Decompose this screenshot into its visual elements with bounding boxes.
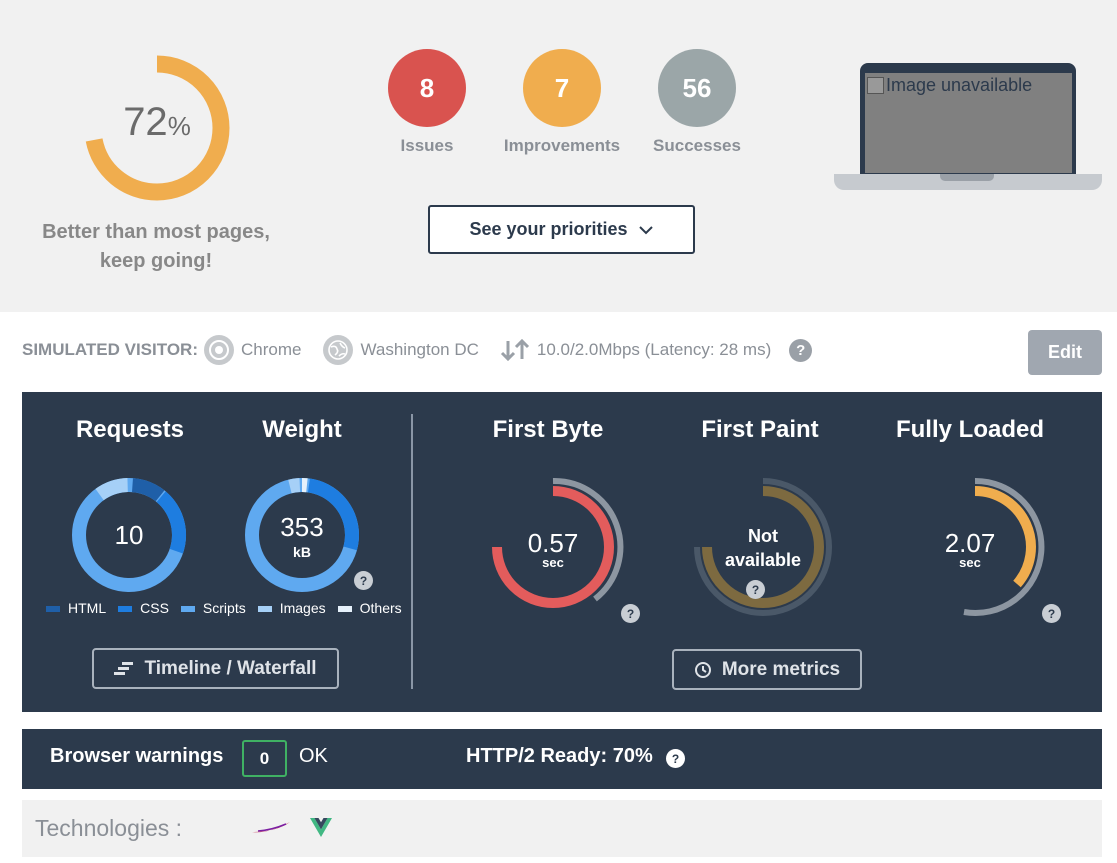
- first-paint-gauge: [694, 478, 832, 616]
- requests-donut: [72, 478, 186, 592]
- weight-value: 353: [280, 512, 324, 542]
- more-metrics-label: More metrics: [721, 658, 841, 680]
- page-screenshot: Image unavailable: [834, 63, 1102, 191]
- metrics-panel: Requests Weight 10 353 kB ? HTML CSS Scr…: [22, 392, 1102, 712]
- timeline-waterfall-label: Timeline / Waterfall: [144, 657, 317, 679]
- legend-others: Others: [337, 600, 402, 616]
- requests-title: Requests: [75, 416, 185, 443]
- summary-header: 72% Better than most pages, keep going! …: [0, 0, 1117, 312]
- score-ring: [84, 55, 230, 201]
- legend-html: HTML: [46, 600, 106, 616]
- waterfall-icon: [114, 661, 134, 675]
- improvements-count[interactable]: 7: [523, 49, 601, 127]
- first-paint-value-line2: available: [724, 550, 802, 570]
- up-down-arrows-icon: [500, 339, 529, 361]
- first-byte-gauge: [492, 477, 624, 608]
- fully-loaded-gauge: [963, 477, 1045, 616]
- fully-loaded-unit: sec: [959, 555, 981, 570]
- clock-icon: [694, 661, 711, 678]
- fully-loaded-title: Fully Loaded: [895, 416, 1044, 443]
- chevron-down-icon: [638, 225, 653, 234]
- issues-count[interactable]: 8: [388, 49, 466, 127]
- technologies-bar: Technologies :: [22, 800, 1102, 857]
- see-priorities-label: See your priorities: [469, 219, 628, 239]
- weight-donut: [245, 478, 359, 592]
- score-value: 72%: [123, 100, 191, 144]
- issues-label: Issues: [400, 136, 454, 155]
- browser-warnings-bar: Browser warnings 0 OK HTTP/2 Ready: 70% …: [22, 729, 1102, 789]
- simulated-visitor-label: SIMULATED VISITOR:: [22, 340, 198, 359]
- browser-warnings-label: Browser warnings: [50, 745, 224, 767]
- warnings-count-badge[interactable]: 0: [242, 740, 287, 777]
- weight-legend: HTML CSS Scripts Images Others: [46, 600, 402, 616]
- weight-help-icon[interactable]: ?: [354, 571, 373, 590]
- first-paint-title: First Paint: [701, 416, 819, 443]
- simulated-visitor-bar: SIMULATED VISITOR: Chrome Washington DC …: [22, 335, 813, 365]
- location-name: Washington DC: [360, 340, 479, 359]
- timeline-waterfall-button[interactable]: Timeline / Waterfall: [92, 648, 339, 689]
- broken-image-placeholder: Image unavailable: [867, 75, 1032, 96]
- http2-help-icon[interactable]: ?: [666, 749, 685, 768]
- legend-scripts: Scripts: [180, 600, 246, 616]
- more-metrics-button[interactable]: More metrics: [672, 649, 862, 690]
- globe-icon: [323, 335, 354, 365]
- fully-loaded-help-icon[interactable]: ?: [1042, 604, 1061, 623]
- improvements-label: Improvements: [503, 136, 621, 155]
- first-byte-value: 0.57: [527, 528, 579, 558]
- score-message: Better than most pages, keep going!: [42, 221, 270, 272]
- weight-unit: kB: [293, 544, 311, 560]
- fully-loaded-value: 2.07: [944, 528, 996, 558]
- edit-button[interactable]: Edit: [1028, 330, 1102, 375]
- chrome-icon: [204, 335, 234, 365]
- requests-value: 10: [114, 520, 144, 550]
- http2-ready: HTTP/2 Ready: 70%: [466, 745, 653, 767]
- first-paint-help-icon[interactable]: ?: [746, 580, 765, 599]
- browser-name: Chrome: [241, 340, 302, 359]
- connection-speed: 10.0/2.0Mbps (Latency: 28 ms): [536, 340, 772, 359]
- panel-divider: [411, 414, 413, 689]
- first-byte-unit: sec: [542, 555, 564, 570]
- see-priorities-button[interactable]: See your priorities: [428, 205, 695, 254]
- vue-logo-icon[interactable]: [310, 818, 332, 837]
- apache-feather-icon[interactable]: [250, 820, 292, 836]
- successes-count[interactable]: 56: [658, 49, 736, 127]
- first-paint-value-line1: Not: [748, 526, 778, 546]
- legend-images: Images: [257, 600, 326, 616]
- first-byte-help-icon[interactable]: ?: [621, 604, 640, 623]
- broken-image-icon: [867, 77, 884, 94]
- help-icon[interactable]: ?: [789, 338, 813, 362]
- first-byte-title: First Byte: [492, 416, 604, 443]
- successes-label: Successes: [653, 136, 741, 155]
- warnings-status: OK: [299, 745, 328, 767]
- legend-css: CSS: [118, 600, 169, 616]
- weight-title: Weight: [262, 416, 342, 443]
- technologies-label: Technologies :: [35, 815, 183, 841]
